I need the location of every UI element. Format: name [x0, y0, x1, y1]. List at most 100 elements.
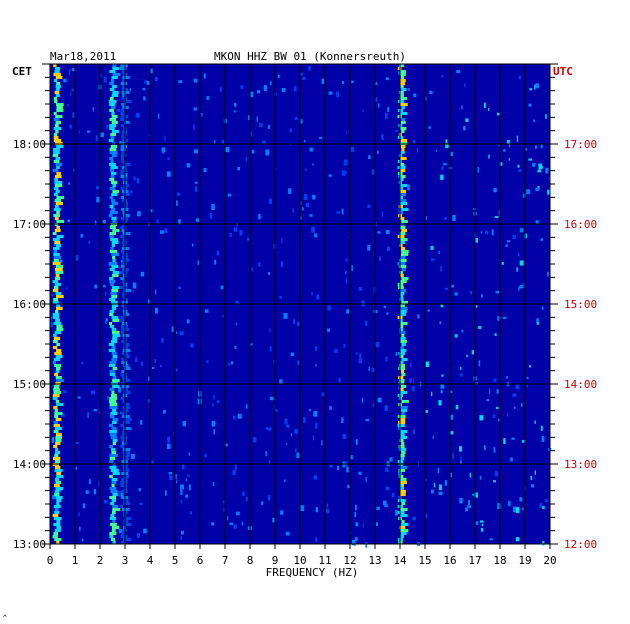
- heatmap-band-cell: [400, 199, 407, 202]
- heatmap-cell: [98, 481, 100, 487]
- heatmap-band-cell: [54, 352, 62, 355]
- heatmap-cell: [516, 507, 520, 514]
- heatmap-band-cell: [53, 127, 62, 130]
- heatmap-cell: [279, 295, 282, 299]
- heatmap-cell: [452, 453, 455, 459]
- heatmap-band-cell: [52, 340, 58, 343]
- heatmap-cell: [545, 114, 547, 119]
- heatmap-cell: [158, 113, 160, 119]
- heatmap-cell: [115, 357, 117, 361]
- heatmap-band-cell: [122, 274, 127, 277]
- heatmap-band-cell: [53, 73, 61, 76]
- heatmap-cell: [277, 74, 280, 79]
- heatmap-band-cell: [110, 436, 117, 439]
- heatmap-band-cell: [52, 280, 59, 283]
- heatmap-cell: [474, 492, 478, 498]
- heatmap-band-cell: [110, 514, 115, 517]
- heatmap-cell: [536, 322, 539, 325]
- heatmap-band-cell: [56, 166, 60, 169]
- heatmap-cell: [281, 88, 286, 92]
- heatmap-cell: [175, 480, 177, 484]
- heatmap-band-cell: [56, 226, 60, 229]
- heatmap-cell: [179, 331, 184, 336]
- heatmap-cell: [263, 85, 267, 91]
- heatmap-cell: [227, 363, 230, 366]
- heatmap-band-cell: [123, 418, 132, 421]
- heatmap-band-cell: [120, 148, 127, 151]
- heatmap-cell: [515, 384, 520, 390]
- heatmap-band-cell: [112, 505, 119, 508]
- heatmap-band-cell: [123, 523, 132, 526]
- heatmap-cell: [387, 106, 390, 112]
- heatmap-cell: [431, 391, 433, 397]
- heatmap-cell: [154, 358, 157, 363]
- axis-ticks: [42, 63, 558, 549]
- heatmap-cell: [164, 490, 167, 496]
- heatmap-band-cell: [55, 163, 63, 166]
- heatmap-band-cell: [120, 196, 125, 199]
- heatmap-band-cell: [122, 334, 130, 337]
- heatmap-band-cell: [122, 430, 126, 433]
- heatmap-band-cell: [56, 526, 62, 529]
- heatmap-cell: [354, 537, 358, 541]
- heatmap-band-cell: [53, 64, 57, 67]
- heatmap-cell: [269, 81, 272, 85]
- heatmap-cell: [529, 88, 533, 91]
- heatmap-band-cell: [122, 448, 131, 451]
- heatmap-band-cell: [55, 205, 59, 208]
- heatmap-cell: [513, 506, 517, 513]
- heatmap-cell: [52, 495, 56, 500]
- heatmap-band-cell: [112, 184, 117, 187]
- heatmap-band-cell: [398, 421, 406, 424]
- heatmap-cell: [355, 522, 359, 527]
- heatmap-band-cell: [400, 175, 406, 178]
- heatmap-cell: [519, 285, 524, 289]
- heatmap-cell: [194, 181, 198, 184]
- heatmap-cell: [491, 229, 494, 236]
- heatmap-band-cell: [112, 256, 116, 259]
- heatmap-band-cell: [397, 235, 405, 238]
- heatmap-band-cell: [121, 331, 125, 334]
- heatmap-band-cell: [121, 529, 127, 532]
- heatmap-band-cell: [110, 238, 119, 241]
- heatmap-band-cell: [401, 385, 407, 388]
- heatmap-band-cell: [400, 169, 406, 172]
- heatmap-band-cell: [112, 319, 120, 322]
- heatmap-cell: [496, 389, 499, 394]
- heatmap-band-cell: [54, 124, 59, 127]
- heatmap-band-cell: [55, 115, 63, 118]
- heatmap-band-cell: [56, 475, 64, 478]
- heatmap-cell: [409, 378, 412, 383]
- heatmap-cell: [96, 186, 100, 190]
- heatmap-cell: [118, 387, 121, 393]
- heatmap-band-cell: [53, 139, 62, 142]
- heatmap-cell: [71, 68, 76, 72]
- heatmap-cell: [503, 149, 506, 152]
- heatmap-band-cell: [399, 478, 407, 481]
- heatmap-band-cell: [123, 202, 128, 205]
- heatmap-cell: [334, 349, 338, 353]
- heatmap-band-cell: [400, 454, 405, 457]
- heatmap-band-cell: [53, 118, 60, 121]
- heatmap-band-cell: [110, 133, 116, 136]
- heatmap-band-cell: [122, 508, 130, 511]
- heatmap-band-cell: [400, 487, 404, 490]
- heatmap-band-cell: [109, 535, 114, 538]
- heatmap-cell: [338, 378, 341, 383]
- heatmap-cell: [329, 406, 332, 410]
- heatmap-band-cell: [123, 538, 132, 541]
- heatmap-band-cell: [54, 184, 63, 187]
- heatmap-cell: [497, 503, 502, 510]
- heatmap-band-cell: [111, 346, 116, 349]
- heatmap-band-cell: [53, 388, 60, 391]
- grid-lines: [50, 64, 550, 544]
- heatmap-band-cell: [122, 244, 127, 247]
- heatmap-cell: [75, 441, 79, 445]
- heatmap-cell: [518, 75, 521, 80]
- heatmap-cell: [118, 528, 123, 534]
- heatmap-band-cell: [55, 310, 59, 313]
- heatmap-cell: [454, 334, 458, 338]
- heatmap-band-cell: [53, 445, 58, 448]
- heatmap-cell: [375, 522, 378, 527]
- heatmap-band-cell: [121, 91, 130, 94]
